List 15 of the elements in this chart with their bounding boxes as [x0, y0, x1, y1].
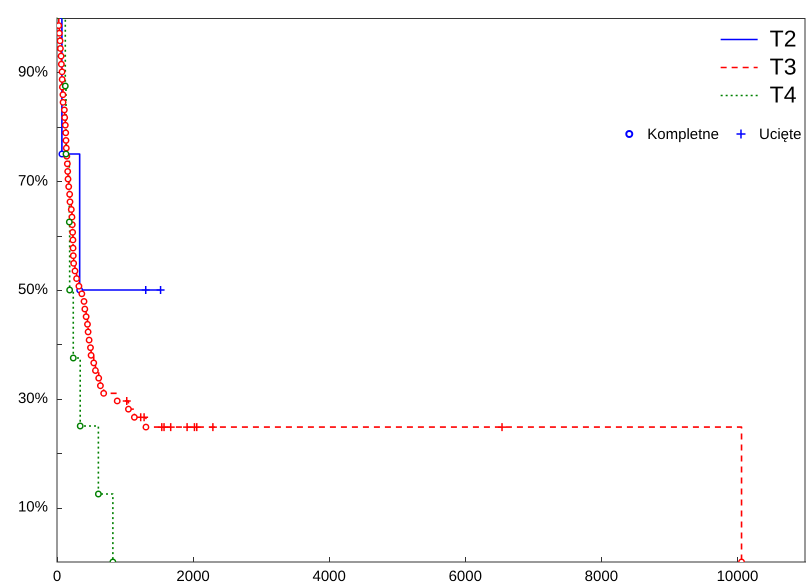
y-tick-label: 30%: [18, 390, 48, 407]
y-tick-label: 70%: [18, 172, 48, 190]
legend-label: T4: [770, 81, 797, 108]
y-tick-label: 90%: [18, 64, 48, 81]
x-tick-label: 0: [52, 568, 62, 586]
x-tick-label: 4000: [312, 568, 346, 586]
x-tick-label: 6000: [448, 568, 482, 586]
x-tick-label: 2000: [176, 568, 210, 586]
legend-label: Ucięte: [758, 126, 802, 144]
legend-label: T2: [770, 25, 797, 52]
y-tick-label: 10%: [18, 498, 48, 516]
legend-label: T3: [770, 53, 797, 80]
x-tick-label: 10000: [716, 568, 758, 586]
x-tick-label: 8000: [584, 568, 618, 586]
y-tick-label: 50%: [18, 281, 48, 298]
